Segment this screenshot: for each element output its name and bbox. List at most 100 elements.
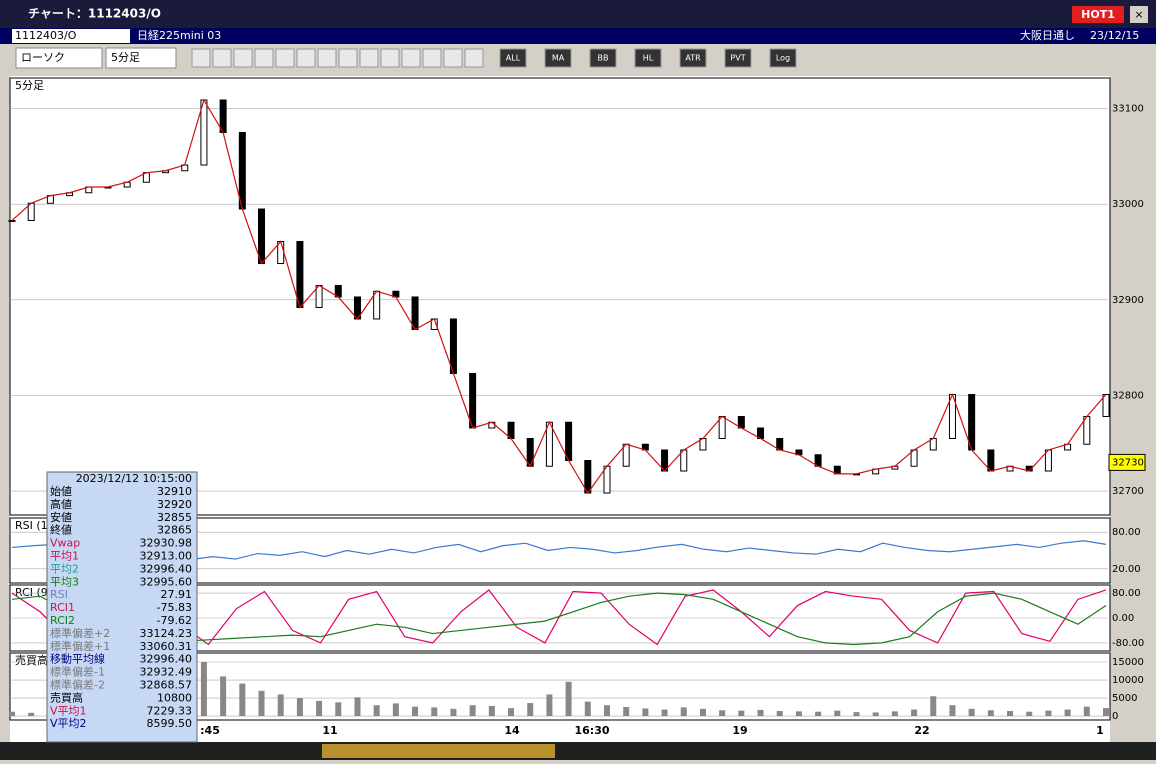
info-value: -79.62	[157, 614, 192, 627]
tool-icon[interactable]	[296, 48, 316, 68]
info-value: 32930.98	[140, 537, 193, 550]
info-label: 平均1	[50, 550, 79, 563]
volume-bar	[776, 710, 783, 717]
volume-bar	[200, 662, 207, 717]
y-tick-label: 80.00	[1112, 588, 1141, 599]
tool-button[interactable]	[589, 48, 617, 68]
volume-bar	[546, 694, 553, 717]
hot-button[interactable]	[1072, 6, 1124, 23]
tool-icon[interactable]	[359, 48, 379, 68]
candle	[411, 296, 419, 330]
volume-bar	[412, 706, 419, 717]
tool-button-label: Log	[776, 54, 790, 63]
volume-bar	[1045, 710, 1052, 717]
interval-select[interactable]	[105, 47, 177, 69]
tool-icon[interactable]	[464, 48, 484, 68]
hot-label: HOT1	[1081, 8, 1115, 21]
volume-bar	[1083, 706, 1090, 717]
volume-bar	[239, 683, 246, 717]
volume-bar	[9, 711, 15, 717]
volume-bar	[1064, 709, 1071, 717]
volume-bar	[930, 696, 937, 717]
tool-button[interactable]	[499, 48, 527, 68]
tool-icon[interactable]	[443, 48, 463, 68]
tool-icon[interactable]	[212, 48, 232, 68]
info-label: 標準偏差-2	[50, 678, 105, 692]
info-label: 安値	[50, 510, 72, 524]
tool-button[interactable]	[634, 48, 662, 68]
volume-bar	[911, 709, 918, 717]
tool-icon[interactable]	[401, 48, 421, 68]
panel-label: RSI (1	[15, 519, 48, 532]
tool-icon[interactable]	[422, 48, 442, 68]
candle	[584, 459, 592, 494]
info-value: 32913.00	[140, 550, 193, 563]
tool-button[interactable]	[679, 48, 707, 68]
volume-bar	[527, 703, 534, 717]
volume-bar	[757, 709, 764, 717]
info-label: 標準偏差+2	[50, 626, 110, 640]
scrollbar[interactable]	[0, 742, 1156, 760]
tool-icon[interactable]	[275, 48, 295, 68]
panel-label: 売買高	[15, 653, 48, 667]
info-value: 33060.31	[140, 640, 193, 653]
info-label: 始値	[50, 484, 72, 498]
current-price: 32730	[1112, 457, 1144, 468]
tool-icon[interactable]	[254, 48, 274, 68]
volume-bar	[623, 707, 630, 717]
scroll-thumb[interactable]	[322, 744, 555, 758]
tool-button-label: BB	[598, 54, 609, 63]
candle	[219, 99, 227, 134]
tool-icon[interactable]	[191, 48, 211, 68]
volume-bar	[815, 711, 822, 717]
tool-button-label: PVT	[730, 54, 745, 63]
info-label: 終値	[50, 523, 72, 537]
window-title: チャート：1112403/O	[28, 7, 161, 21]
volume-bar	[872, 712, 879, 717]
tool-button[interactable]	[544, 48, 572, 68]
symbol-bar	[0, 28, 1156, 44]
candle	[258, 208, 266, 265]
tool-icon[interactable]	[317, 48, 337, 68]
info-value: 32920	[157, 498, 192, 511]
tool-icon[interactable]	[380, 48, 400, 68]
tool-icon[interactable]	[233, 48, 253, 68]
candle	[200, 99, 208, 166]
candle	[8, 219, 16, 222]
volume-bar	[987, 710, 994, 717]
volume-bar	[1026, 711, 1033, 717]
info-label: Vwap	[50, 537, 80, 550]
x-tick-label: 22	[914, 724, 929, 737]
tool-button[interactable]	[769, 48, 797, 68]
info-label: V平均2	[50, 717, 87, 730]
volume-bar	[373, 705, 380, 717]
info-value: 32868.57	[140, 679, 193, 692]
volume-bar	[968, 708, 975, 717]
price-line	[11, 98, 1107, 495]
x-tick-label: :45	[200, 724, 220, 737]
volume-bar	[28, 712, 35, 717]
volume-bar	[699, 708, 706, 717]
candle	[469, 372, 477, 429]
symbol-text: 1112403/O	[15, 29, 77, 42]
symbol-input[interactable]	[12, 29, 130, 43]
info-label: 高値	[50, 497, 72, 511]
interval: 5分足	[111, 51, 140, 64]
close-icon: ×	[1134, 8, 1143, 21]
chart-type: ローソク	[21, 51, 65, 64]
close-button[interactable]	[1130, 6, 1148, 23]
y-tick-label: 0.00	[1112, 613, 1134, 624]
session: 大阪日通し	[1020, 28, 1075, 42]
volume-bar	[335, 702, 342, 717]
tool-icon[interactable]	[338, 48, 358, 68]
info-value: 7229.33	[147, 704, 193, 717]
volume-bar	[891, 711, 898, 717]
chart-type-select[interactable]	[15, 47, 103, 69]
y-tick-label: 32700	[1112, 486, 1144, 497]
info-label: RCI1	[50, 601, 75, 614]
tool-button[interactable]	[724, 48, 752, 68]
info-label: 平均2	[50, 562, 79, 575]
info-value: 32932.49	[140, 666, 193, 679]
info-panel	[46, 471, 198, 743]
